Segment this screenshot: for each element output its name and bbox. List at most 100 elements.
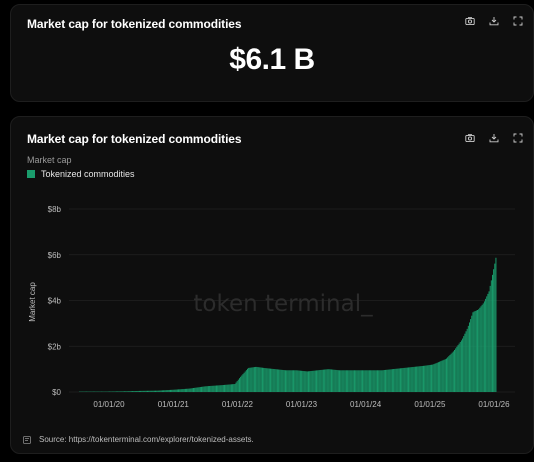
bar bbox=[161, 390, 163, 392]
bar bbox=[374, 370, 376, 392]
source-text: Source: https://tokenterminal.com/explor… bbox=[39, 435, 254, 444]
y-axis-label: Market cap bbox=[28, 282, 37, 322]
bar bbox=[443, 359, 445, 392]
bar bbox=[376, 370, 378, 392]
bar bbox=[448, 356, 450, 392]
bar bbox=[493, 269, 495, 392]
bar bbox=[261, 367, 263, 392]
bar bbox=[464, 333, 466, 392]
bar bbox=[166, 390, 168, 392]
bar bbox=[309, 371, 311, 392]
bar bbox=[293, 370, 295, 392]
download-icon[interactable] bbox=[489, 133, 499, 143]
bar bbox=[472, 312, 474, 392]
bar bbox=[398, 368, 400, 392]
bar bbox=[178, 389, 180, 392]
x-tick-label: 01/01/21 bbox=[158, 400, 190, 409]
bar bbox=[449, 354, 451, 392]
expand-icon[interactable] bbox=[513, 133, 523, 143]
bar bbox=[311, 370, 313, 392]
chart-title: Market cap for tokenized commodities bbox=[27, 132, 242, 146]
bar bbox=[272, 368, 274, 392]
bar bbox=[255, 366, 257, 392]
bar bbox=[363, 370, 365, 392]
bar bbox=[332, 369, 334, 392]
bar bbox=[481, 304, 483, 392]
bar bbox=[389, 369, 391, 392]
bar bbox=[205, 386, 207, 392]
bar bbox=[213, 385, 215, 392]
bar bbox=[371, 370, 373, 392]
bar bbox=[418, 366, 420, 392]
bar bbox=[126, 391, 128, 392]
bar bbox=[274, 369, 276, 392]
bar bbox=[203, 386, 205, 392]
bar bbox=[145, 390, 147, 392]
bar bbox=[417, 366, 419, 392]
legend-item[interactable]: Tokenized commodities bbox=[27, 169, 135, 179]
bar bbox=[282, 369, 284, 392]
bar bbox=[176, 389, 178, 392]
bar bbox=[260, 367, 262, 392]
info-icon bbox=[23, 435, 31, 444]
bar bbox=[491, 274, 493, 392]
bar bbox=[470, 319, 472, 392]
bar bbox=[250, 367, 252, 392]
bar bbox=[172, 389, 174, 392]
bar bbox=[257, 367, 259, 392]
bar bbox=[401, 368, 403, 392]
camera-icon[interactable] bbox=[465, 16, 475, 26]
bar bbox=[280, 369, 282, 392]
bar bbox=[287, 370, 289, 392]
bar bbox=[218, 385, 220, 392]
bar bbox=[270, 368, 272, 392]
bar bbox=[290, 370, 292, 392]
bar bbox=[467, 325, 469, 392]
bar bbox=[149, 390, 151, 392]
legend-swatch bbox=[27, 170, 35, 178]
bar bbox=[480, 306, 482, 392]
x-tick-label: 01/01/25 bbox=[414, 400, 446, 409]
bar bbox=[159, 390, 161, 392]
bar bbox=[364, 370, 366, 392]
bar bbox=[225, 384, 227, 392]
bar bbox=[458, 343, 460, 392]
bar bbox=[168, 389, 170, 392]
bar bbox=[117, 391, 119, 392]
camera-icon[interactable] bbox=[465, 133, 475, 143]
chart-subtitle: Market cap bbox=[27, 155, 72, 165]
bar-series bbox=[79, 257, 497, 392]
bar bbox=[428, 365, 430, 392]
bar bbox=[350, 370, 352, 392]
bar bbox=[424, 365, 426, 392]
bar bbox=[295, 370, 297, 392]
bar bbox=[335, 369, 337, 392]
bar bbox=[463, 336, 465, 392]
bar bbox=[425, 365, 427, 392]
bar bbox=[148, 390, 150, 392]
bar bbox=[283, 370, 285, 392]
bar bbox=[487, 293, 489, 392]
bar bbox=[241, 375, 243, 392]
bar bbox=[411, 367, 413, 392]
bar bbox=[382, 370, 384, 392]
bar bbox=[391, 369, 393, 392]
bar bbox=[132, 391, 134, 392]
bar bbox=[271, 368, 273, 392]
bar bbox=[181, 389, 183, 392]
bar bbox=[356, 370, 358, 392]
bar bbox=[409, 367, 411, 392]
expand-icon[interactable] bbox=[513, 16, 523, 26]
bar bbox=[195, 387, 197, 392]
bar bbox=[345, 370, 347, 392]
bar bbox=[483, 301, 485, 392]
bar bbox=[383, 370, 385, 392]
bar bbox=[129, 391, 131, 392]
bar bbox=[358, 370, 360, 392]
download-icon[interactable] bbox=[489, 16, 499, 26]
bar bbox=[322, 369, 324, 392]
y-tick-labels: $0 $2b $4b $6b $8b bbox=[48, 205, 62, 397]
bar bbox=[431, 364, 433, 392]
bar bbox=[395, 368, 397, 392]
kpi-toolbar bbox=[465, 16, 523, 26]
